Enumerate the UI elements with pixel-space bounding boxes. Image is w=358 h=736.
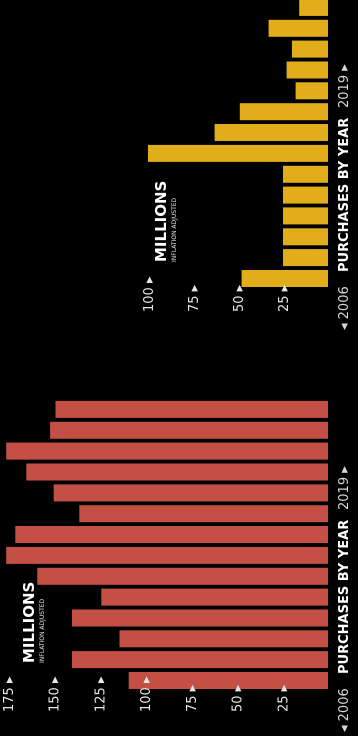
bar-2017: [292, 40, 328, 58]
chart-2: 25 ▸ 50 ▸ 75 ▸ 100 ▸ MILLIONS INFLATION ADJUS…: [142, 0, 352, 330]
bar-2019: [299, 0, 328, 16]
bar-2010: [283, 186, 328, 204]
svg-text:INFLATION ADJUSTED: INFLATION ADJUSTED: [39, 598, 46, 663]
tick-125: 125 ▸: [93, 676, 108, 712]
chart-1: 25 ▸ 50 ▸ 75 ▸ 100 ▸ 125 ▸ 150 ▸ 175 ▸MILLIONS…: [2, 400, 352, 732]
svg-text:◂ 2006: ◂ 2006: [337, 286, 352, 330]
year-axis: ◂ 2006 PURCHASES BY YEAR 2019 ▸: [337, 466, 352, 732]
bar-2017: [6, 442, 328, 460]
bar-2008: [119, 630, 328, 648]
bar-2014: [239, 103, 328, 121]
svg-text:2019 ▸: 2019 ▸: [337, 466, 352, 510]
bar-2006: [241, 270, 328, 287]
bar-2011: [283, 165, 328, 183]
tick-100: 100 ▸: [142, 276, 157, 312]
svg-text:125 ▸: 125 ▸: [93, 676, 108, 712]
svg-text:150 ▸: 150 ▸: [48, 676, 63, 712]
bar-2015: [53, 484, 328, 502]
tick-50: 50 ▸: [231, 684, 246, 712]
bar-2013: [214, 124, 328, 141]
tick-50: 50 ▸: [232, 284, 247, 312]
bar-2007: [72, 651, 328, 669]
bar-2009: [283, 207, 328, 225]
bar-2008: [283, 228, 328, 246]
bar-2011: [37, 567, 329, 585]
svg-text:MILLIONS: MILLIONS: [20, 582, 38, 663]
tick-25: 25 ▸: [276, 684, 291, 712]
svg-text:75 ▸: 75 ▸: [185, 684, 200, 712]
unit-label: MILLIONS INFLATION ADJUSTED: [20, 582, 46, 663]
bar-2016: [286, 61, 328, 79]
svg-text:INFLATION ADJUSTED: INFLATION ADJUSTED: [171, 197, 178, 262]
bar-2018: [50, 421, 328, 439]
tick-75: 75 ▸: [187, 284, 202, 312]
svg-text:2019 ▸: 2019 ▸: [337, 64, 352, 108]
svg-text:MILLIONS: MILLIONS: [152, 181, 170, 262]
tick-150: 150 ▸: [48, 676, 63, 712]
tick-75: 75 ▸: [185, 684, 200, 712]
svg-text:25 ▸: 25 ▸: [277, 284, 292, 312]
tick-25: 25 ▸: [277, 284, 292, 312]
tick-100: 100 ▸: [139, 676, 154, 712]
bar-2016: [26, 463, 329, 481]
bar-2012: [148, 144, 328, 162]
bar-2012: [6, 546, 328, 564]
bar-2015: [295, 82, 328, 100]
svg-text:PURCHASES BY YEAR: PURCHASES BY YEAR: [337, 520, 352, 674]
bar-2019: [55, 400, 328, 418]
svg-text:◂ 2006: ◂ 2006: [337, 688, 352, 732]
svg-text:100 ▸: 100 ▸: [139, 676, 154, 712]
bar-2006: [128, 672, 328, 689]
bar-2018: [268, 19, 328, 37]
svg-text:100 ▸: 100 ▸: [142, 276, 157, 312]
svg-text:175 ▸: 175 ▸: [2, 676, 17, 712]
svg-text:75 ▸: 75 ▸: [187, 284, 202, 312]
svg-text:25 ▸: 25 ▸: [276, 684, 291, 712]
unit-label: MILLIONS INFLATION ADJUSTED: [152, 181, 178, 262]
svg-text:PURCHASES BY YEAR: PURCHASES BY YEAR: [337, 118, 352, 272]
svg-text:50 ▸: 50 ▸: [231, 684, 246, 712]
tick-175: 175 ▸: [2, 676, 17, 712]
bar-2009: [72, 609, 328, 627]
bar-2013: [15, 526, 329, 543]
year-axis: ◂ 2006 PURCHASES BY YEAR 2019 ▸: [337, 64, 352, 330]
bar-2007: [283, 249, 328, 267]
svg-text:50 ▸: 50 ▸: [232, 284, 247, 312]
bar-2010: [101, 588, 328, 606]
bar-2014: [79, 505, 328, 523]
